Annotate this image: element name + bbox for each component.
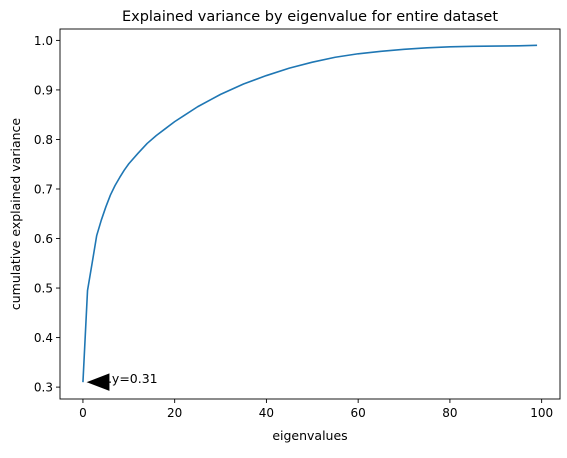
- y-tick-label: 0.4: [34, 331, 53, 345]
- y-tick-label: 0.7: [34, 182, 53, 196]
- x-tick-label: 80: [442, 406, 457, 420]
- y-axis-label: cumulative explained variance: [8, 118, 23, 311]
- annotation-layer: y=0.31: [86, 371, 158, 391]
- y-tick-label: 0.5: [34, 282, 53, 296]
- y-tick-label: 0.8: [34, 133, 53, 147]
- x-tick-label: 0: [79, 406, 87, 420]
- x-axis-label: eigenvalues: [272, 428, 347, 443]
- plot-area: 0 20 40 60 80 100 0.3 0.4 0.5 0.6 0.7 0.8 0.9 1.0 y=…: [34, 28, 561, 420]
- x-tick-label: 20: [167, 406, 182, 420]
- y-tick-label: 1.0: [34, 34, 53, 48]
- chart-title: Explained variance by eigenvalue for ent…: [122, 9, 498, 25]
- y-tick-label: 0.6: [34, 232, 53, 246]
- x-axis-ticks: 0 20 40 60 80 100: [79, 399, 553, 420]
- y-tick-label: 0.9: [34, 83, 53, 97]
- annotation-arrow: [86, 373, 110, 391]
- x-tick-label: 100: [530, 406, 553, 420]
- annotation-label: y=0.31: [112, 371, 158, 386]
- series-line: [82, 44, 538, 383]
- y-tick-label: 0.3: [34, 381, 53, 395]
- x-tick-label: 40: [259, 406, 274, 420]
- x-tick-label: 60: [351, 406, 366, 420]
- axes-frame: [59, 28, 561, 400]
- y-axis-ticks: 0.3 0.4 0.5 0.6 0.7 0.8 0.9 1.0: [34, 34, 60, 395]
- series-layer: [82, 44, 538, 383]
